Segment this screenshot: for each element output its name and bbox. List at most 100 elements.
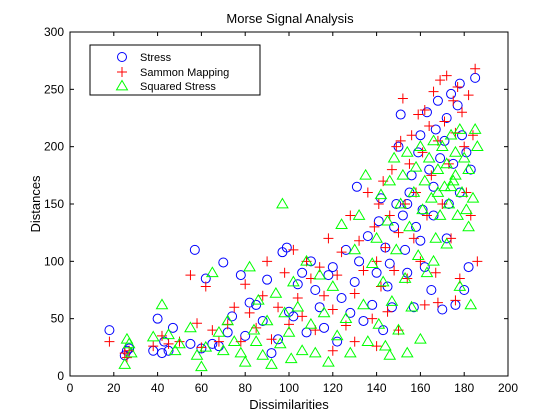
squared-stress-point [464, 298, 478, 310]
sammon-point [467, 130, 478, 141]
sammon-point [419, 104, 430, 115]
sammon-point [389, 265, 400, 276]
sammon-point [413, 109, 424, 120]
stress-point [441, 113, 452, 123]
sammon-point [463, 90, 474, 101]
squared-stress-point [343, 346, 357, 358]
x-tick-label: 200 [498, 381, 518, 395]
squared-stress-point [396, 168, 410, 180]
sammon-point [163, 338, 174, 349]
squared-stress-point [122, 337, 136, 349]
squared-stress-point [442, 197, 456, 209]
y-axis-label: Distances [28, 175, 43, 233]
sammon-point [443, 158, 454, 169]
stress-point [411, 221, 422, 232]
legend-label-squared-stress: Squared Stress [140, 81, 216, 93]
sammon-point [196, 342, 207, 353]
stress-point [218, 257, 229, 268]
squared-stress-point [451, 208, 465, 220]
stress-point [384, 258, 395, 269]
sammon-point [419, 299, 430, 310]
squared-stress-point [304, 317, 318, 329]
stress-point [189, 244, 200, 255]
squared-stress-point [162, 328, 175, 340]
stress-point [424, 164, 435, 175]
sammon-point [404, 158, 415, 169]
stress-point [251, 299, 262, 310]
squared-stress-point [199, 340, 213, 352]
sammon-point [354, 235, 365, 246]
sammon-point [432, 135, 443, 146]
squared-stress-point [470, 140, 484, 152]
squared-stress-point [234, 346, 248, 358]
sammon-point [397, 93, 408, 104]
squared-stress-point [394, 197, 408, 209]
squared-stress-point [376, 275, 390, 287]
sammon-point [288, 244, 299, 255]
sammon-point [400, 199, 411, 209]
squared-stress-point [449, 145, 462, 157]
sammon-point [262, 256, 273, 267]
squared-stress-point [409, 160, 423, 172]
y-tick-label: 250 [44, 82, 64, 96]
sammon-point [402, 273, 413, 284]
x-tick-label: 80 [239, 381, 253, 395]
squared-stress-point [291, 300, 305, 312]
squared-stress-point [381, 214, 394, 226]
sammon-point [148, 341, 159, 352]
sammon-point [349, 288, 360, 299]
sammon-point [192, 318, 203, 329]
squared-stress-point [339, 312, 353, 324]
sammon-point [446, 233, 457, 244]
sammon-point [470, 63, 481, 74]
squared-stress-point [400, 145, 414, 157]
stress-point [327, 262, 338, 273]
stress-point [446, 88, 457, 99]
squared-stress-point [295, 344, 309, 356]
legend-marker-sammon-point [117, 67, 127, 77]
chart-title: Morse Signal Analysis [226, 11, 354, 26]
y-tick-label: 100 [44, 254, 64, 268]
squared-stress-point [243, 260, 256, 272]
squared-stress-point [444, 128, 458, 140]
legend-marker-stress-point [117, 52, 127, 62]
squared-stress-point [168, 344, 182, 356]
sammon-point [297, 311, 308, 322]
sammon-point [472, 256, 483, 267]
sammon-point [393, 227, 404, 238]
squared-stress-point [348, 243, 362, 255]
squared-stress-point [173, 337, 186, 349]
x-axis-label: Dissimilarities [249, 397, 329, 412]
sammon-point [323, 233, 334, 244]
stress-point [358, 315, 369, 326]
stress-point [432, 95, 443, 106]
stress-point [332, 336, 343, 347]
stress-point [349, 276, 360, 287]
squared-stress-point [444, 180, 458, 192]
sammon-point [457, 107, 468, 118]
sammon-point [375, 281, 386, 292]
squared-stress-point [216, 344, 230, 356]
legend-label-sammon: Sammon Mapping [140, 67, 229, 79]
sammon-point [432, 297, 443, 308]
stress-point [454, 78, 465, 89]
sammon-point [240, 279, 251, 290]
stress-point [400, 244, 411, 255]
squared-stress-point [372, 317, 386, 329]
legend-marker-squared-stress-point [115, 79, 129, 91]
sammon-point [439, 116, 450, 127]
sammon-point [461, 187, 472, 198]
sammon-point [358, 265, 369, 276]
x-tick-label: 100 [279, 381, 299, 395]
x-tick-label: 60 [195, 381, 209, 395]
sammon-point [200, 281, 211, 292]
squared-stress-point [460, 203, 473, 215]
sammon-point [244, 307, 255, 318]
stress-point [336, 293, 347, 304]
squared-stress-point [374, 188, 388, 200]
squared-stress-point [440, 237, 454, 249]
sammon-point [382, 306, 393, 317]
sammon-point [459, 141, 470, 152]
sammon-point [448, 95, 459, 106]
squared-stress-point [357, 298, 370, 310]
